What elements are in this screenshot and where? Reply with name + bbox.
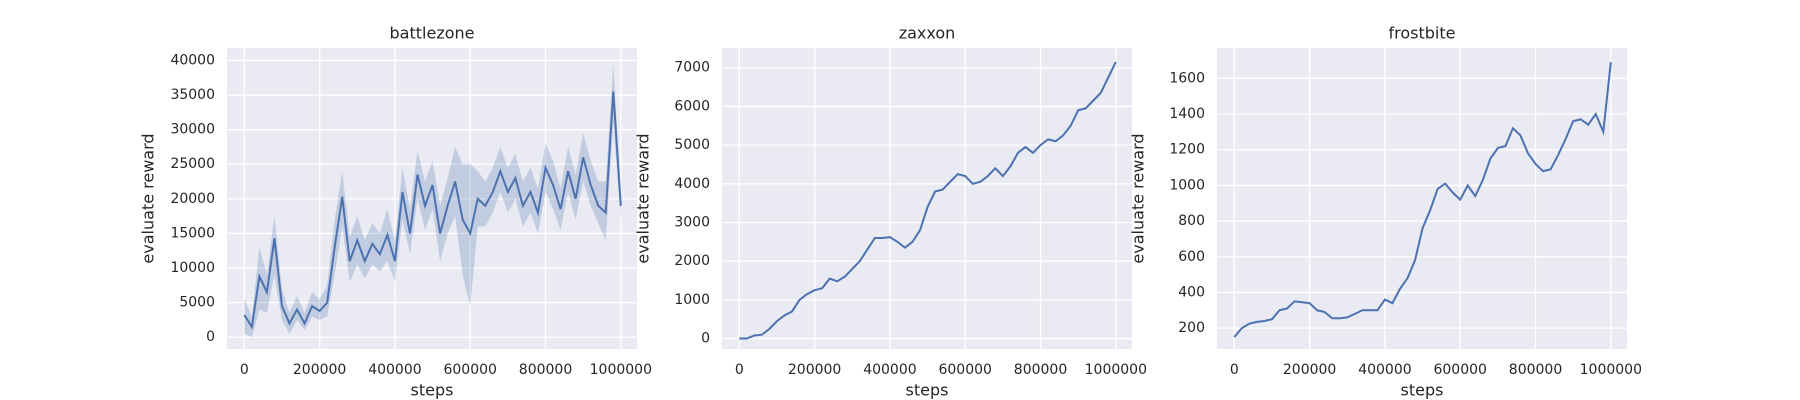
- x-axis-label: steps: [906, 381, 949, 400]
- y-tick-label: 40000: [170, 52, 215, 68]
- x-tick-label: 0: [735, 362, 744, 378]
- y-tick-label: 6000: [674, 98, 710, 114]
- y-tick-label: 800: [1178, 213, 1205, 229]
- y-tick-label: 400: [1178, 284, 1205, 300]
- x-axis-label: steps: [1401, 381, 1444, 400]
- chart-title: frostbite: [1389, 24, 1456, 43]
- y-tick-label: 200: [1178, 320, 1205, 336]
- x-tick-label: 200000: [1283, 362, 1336, 378]
- x-tick-label: 1000000: [590, 362, 652, 378]
- y-tick-label: 2000: [674, 253, 710, 269]
- y-axis-label: evaluate reward: [634, 133, 653, 263]
- x-tick-label: 800000: [519, 362, 572, 378]
- y-tick-label: 3000: [674, 214, 710, 230]
- y-tick-label: 35000: [170, 87, 215, 103]
- x-tick-label: 400000: [1358, 362, 1411, 378]
- x-tick-label: 200000: [788, 362, 841, 378]
- x-tick-label: 200000: [293, 362, 346, 378]
- x-tick-label: 600000: [443, 362, 496, 378]
- chart-title: battlezone: [390, 24, 475, 43]
- y-tick-label: 10000: [170, 260, 215, 276]
- plot-background: [1217, 48, 1627, 349]
- x-tick-label: 1000000: [1580, 362, 1642, 378]
- y-tick-label: 7000: [674, 60, 710, 76]
- x-tick-label: 0: [1230, 362, 1239, 378]
- data-line: [739, 61, 1117, 340]
- x-axis-label: steps: [411, 381, 454, 400]
- y-tick-label: 1600: [1169, 70, 1205, 86]
- y-tick-label: 0: [206, 329, 215, 345]
- y-tick-label: 25000: [170, 156, 215, 172]
- x-tick-label: 400000: [863, 362, 916, 378]
- y-tick-label: 20000: [170, 191, 215, 207]
- y-axis-label: evaluate reward: [1129, 133, 1148, 263]
- x-tick-label: 600000: [1433, 362, 1486, 378]
- x-tick-label: 1000000: [1085, 362, 1147, 378]
- data-line: [1233, 62, 1612, 338]
- x-tick-label: 600000: [938, 362, 991, 378]
- chart-title: zaxxon: [899, 24, 956, 43]
- x-tick-label: 400000: [368, 362, 421, 378]
- y-tick-label: 1000: [1169, 177, 1205, 193]
- y-tick-label: 5000: [179, 295, 215, 311]
- y-axis-label: evaluate reward: [139, 133, 158, 263]
- x-tick-label: 800000: [1014, 362, 1067, 378]
- y-tick-label: 0: [701, 331, 710, 347]
- x-tick-label: 0: [240, 362, 249, 378]
- y-tick-label: 1400: [1169, 106, 1205, 122]
- confidence-band: [244, 63, 621, 338]
- y-tick-label: 600: [1178, 249, 1205, 265]
- y-tick-label: 5000: [674, 137, 710, 153]
- plot-background: [722, 48, 1132, 349]
- y-tick-label: 30000: [170, 122, 215, 138]
- x-tick-label: 800000: [1509, 362, 1562, 378]
- data-line: [243, 91, 622, 330]
- y-tick-label: 4000: [674, 176, 710, 192]
- y-tick-label: 1000: [674, 292, 710, 308]
- y-tick-label: 1200: [1169, 142, 1205, 158]
- y-tick-label: 15000: [170, 225, 215, 241]
